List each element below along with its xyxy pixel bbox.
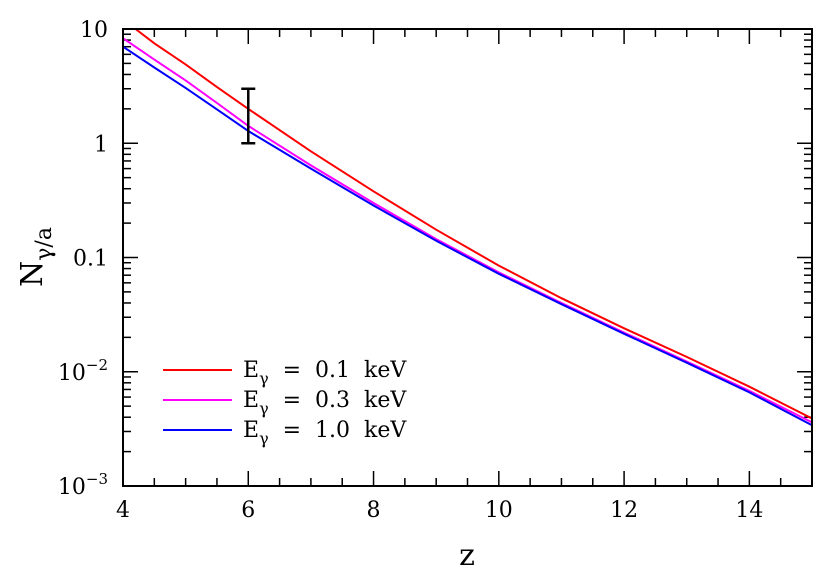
legend-label-suffix: = 1.0 keV — [269, 418, 408, 443]
y-tick-label: 10 — [80, 18, 108, 43]
legend-label-subscript: γ — [259, 429, 269, 448]
legend-label-suffix: = 0.3 keV — [269, 388, 408, 413]
legend-label-subscript: γ — [259, 399, 269, 418]
series-line-1 — [134, 29, 812, 420]
y-tick-label: 0.1 — [73, 247, 108, 272]
legend-label-suffix: = 0.1 keV — [269, 358, 408, 383]
x-tick-label: 6 — [241, 498, 255, 523]
y-tick-base: 10 — [58, 361, 86, 386]
legend-label-main: E — [243, 358, 259, 383]
y-tick-label: 10−3 — [58, 470, 108, 500]
error-bar — [241, 87, 256, 145]
x-tick-label: 4 — [116, 498, 130, 523]
x-tick-label: 8 — [367, 498, 381, 523]
x-tick-label: 12 — [610, 498, 638, 523]
x-tick-label: 10 — [485, 498, 513, 523]
y-axis-title: Nγ/a — [15, 227, 57, 287]
legend-label-2: Eγ = 0.3 keV — [243, 388, 407, 418]
y-axis-title-subscript: γ/a — [32, 227, 57, 261]
legend-label-3: Eγ = 1.0 keV — [243, 418, 407, 448]
y-tick-base: 10 — [58, 475, 86, 500]
x-tick-label: 14 — [735, 498, 763, 523]
plot-area — [123, 29, 812, 427]
legend-label-main: E — [243, 418, 259, 443]
y-tick-label: 10−2 — [58, 356, 108, 386]
legend-label-subscript: γ — [259, 369, 269, 388]
x-axis-title: z — [459, 538, 475, 573]
legend-label-1: Eγ = 0.1 keV — [243, 358, 407, 388]
axis-ticks — [122, 28, 813, 487]
y-tick-exponent: −2 — [86, 356, 108, 374]
series-line-2 — [123, 37, 812, 424]
plot-frame — [122, 28, 813, 487]
y-tick-exponent: −3 — [86, 470, 108, 488]
series-line-3 — [123, 45, 812, 427]
y-axis-title-main: N — [15, 261, 50, 287]
y-tick-label: 1 — [94, 132, 108, 157]
legend-label-main: E — [243, 388, 259, 413]
